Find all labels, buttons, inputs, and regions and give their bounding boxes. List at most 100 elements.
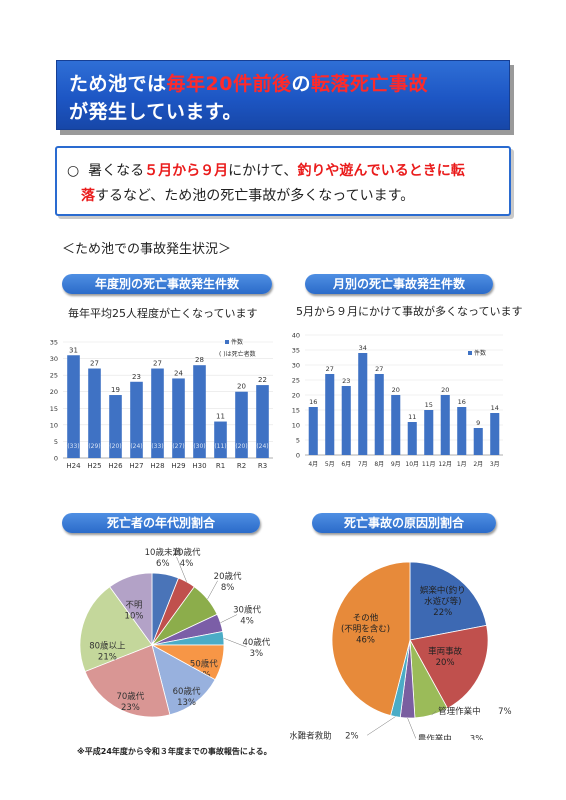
x-tick-label: H28 bbox=[150, 462, 164, 470]
y-tick-label: 30 bbox=[50, 355, 58, 363]
slice-label: 娯楽中(釣り bbox=[420, 585, 466, 596]
bar-value-label: 27 bbox=[90, 360, 99, 368]
slice-label: 80歳以上 bbox=[89, 641, 126, 652]
legend-swatch bbox=[225, 340, 229, 344]
age-pie-chart: 10歳未満6%10歳代4%20歳代8%30歳代4%40歳代3%50歳代8%60歳… bbox=[79, 547, 271, 718]
notice-text: するなど、ため池の死亡事故が多くなっています。 bbox=[95, 188, 415, 204]
bar bbox=[391, 395, 401, 455]
slice-label: 30歳代 bbox=[233, 605, 261, 616]
bar bbox=[67, 355, 80, 458]
bar-value-label: 14 bbox=[491, 404, 499, 412]
bar bbox=[151, 368, 164, 458]
slice-percent: 13% bbox=[177, 698, 196, 708]
x-tick-label: 6月 bbox=[341, 461, 351, 468]
slice-label: 水難者救助 bbox=[290, 730, 332, 740]
y-tick-label: 25 bbox=[50, 372, 58, 380]
slice-label: 50歳代 bbox=[190, 659, 218, 670]
notice-text: にかけて、 bbox=[228, 163, 298, 179]
bar-value-label: 20 bbox=[441, 386, 449, 394]
notice-text: 暑くなる bbox=[88, 163, 145, 179]
x-tick-label: R2 bbox=[237, 462, 246, 470]
leader-line bbox=[407, 717, 417, 739]
y-tick-label: 10 bbox=[292, 422, 300, 430]
bar bbox=[109, 395, 122, 458]
monthly-bar-chart: 0 5 10 15 20 25 30 35 40 16 4月 27 5月 23 6月 34 7月 27 8月 20 9月… bbox=[292, 332, 503, 468]
y-tick-label: 25 bbox=[292, 377, 300, 385]
x-tick-label: H29 bbox=[171, 462, 185, 470]
y-tick-label: 20 bbox=[292, 392, 300, 400]
bar-value-label: 34 bbox=[359, 344, 367, 352]
death-count-label: (20) bbox=[109, 443, 121, 450]
notice-box: ○ 暑くなる５月から９月にかけて、釣りや遊んでいるときに転 落するなど、ため池の… bbox=[55, 146, 511, 216]
notice-highlight: 釣りや遊んでいるときに転 bbox=[297, 163, 465, 179]
yearly-bar-chart: 0 5 10 15 20 25 30 35 31 H24 (33) 27 H25 (29) 19 H26 (20… bbox=[50, 338, 273, 470]
pie-slice bbox=[331, 561, 411, 717]
bar-value-label: 11 bbox=[408, 413, 416, 421]
x-tick-label: H27 bbox=[129, 462, 143, 470]
death-count-label: (27) bbox=[172, 443, 184, 450]
leader-line bbox=[223, 637, 247, 648]
bar bbox=[130, 381, 143, 458]
legend-label: 件数 bbox=[474, 349, 486, 357]
slice-percent: 4% bbox=[240, 617, 254, 627]
slice-label: 管理作業中 bbox=[438, 706, 481, 717]
death-count-label: (20) bbox=[235, 443, 247, 450]
slice-percent: 2% bbox=[345, 731, 359, 740]
bar-value-label: 20 bbox=[237, 383, 246, 391]
leader-line bbox=[366, 716, 396, 736]
headline-highlight: 毎年20件前後 bbox=[166, 73, 292, 95]
x-tick-label: 11月 bbox=[422, 461, 436, 468]
headline-line-1: ため池では毎年20件前後の転落死亡事故 bbox=[69, 69, 428, 96]
monthly-chart-title: 月別の死亡事故発生件数 bbox=[305, 274, 493, 294]
y-tick-label: 5 bbox=[296, 437, 300, 445]
bar bbox=[235, 391, 248, 458]
death-count-label: (29) bbox=[88, 443, 100, 450]
x-tick-label: 8月 bbox=[374, 461, 384, 468]
x-tick-label: 2月 bbox=[473, 461, 483, 468]
headline-text: ため池では bbox=[69, 73, 167, 95]
bar-value-label: 22 bbox=[258, 376, 267, 384]
x-tick-label: 4月 bbox=[308, 461, 318, 468]
bar bbox=[358, 353, 368, 455]
slice-label: その他 bbox=[353, 613, 379, 624]
notice-bullet: ○ bbox=[67, 163, 80, 179]
slice-label: 40歳代 bbox=[242, 637, 270, 648]
slice-percent: 3% bbox=[250, 649, 264, 659]
slice-percent: 46% bbox=[356, 636, 375, 646]
notice-line-2: 落するなど、ため池の死亡事故が多くなっています。 bbox=[81, 185, 414, 205]
bar-value-label: 16 bbox=[309, 398, 317, 406]
legend-label: ( )は死亡者数 bbox=[219, 350, 256, 358]
bar bbox=[325, 374, 335, 455]
leader-line bbox=[431, 710, 437, 716]
death-count-label: (11) bbox=[214, 443, 226, 450]
x-tick-label: R1 bbox=[216, 462, 225, 470]
slice-percent: 6% bbox=[156, 559, 170, 569]
bar bbox=[256, 385, 269, 458]
slice-label: 農作業中 bbox=[418, 733, 452, 740]
section-title: ＜ため池での事故発生状況＞ bbox=[62, 242, 232, 257]
slice-label: 不明 bbox=[125, 601, 142, 611]
slice-label: 車両事故 bbox=[428, 646, 463, 657]
bar bbox=[473, 428, 483, 455]
bar-value-label: 16 bbox=[458, 398, 466, 406]
bar-value-label: 15 bbox=[425, 401, 433, 409]
leader-line bbox=[176, 556, 187, 583]
notice-highlight: ５月から９月 bbox=[144, 163, 229, 179]
slice-percent: 8% bbox=[221, 583, 235, 593]
legend-swatch bbox=[468, 351, 472, 355]
bar bbox=[172, 378, 185, 458]
slice-label: 水遊び等) bbox=[424, 596, 461, 607]
cause-chart-title: 死亡事故の原因別割合 bbox=[312, 513, 496, 533]
x-tick-label: 1月 bbox=[457, 461, 467, 468]
x-tick-label: 12月 bbox=[438, 461, 452, 468]
x-tick-label: H24 bbox=[66, 462, 81, 470]
x-tick-label: R3 bbox=[258, 462, 267, 470]
bar-value-label: 23 bbox=[342, 377, 350, 385]
y-tick-label: 35 bbox=[292, 347, 300, 355]
y-tick-label: 20 bbox=[50, 388, 58, 396]
bar bbox=[308, 407, 318, 455]
slice-label: (不明を含む) bbox=[341, 624, 390, 635]
footnote: ※平成24年度から令和３年度までの事故報告による。 bbox=[77, 747, 272, 756]
x-tick-label: 3月 bbox=[490, 461, 500, 468]
slice-percent: 23% bbox=[121, 703, 140, 713]
